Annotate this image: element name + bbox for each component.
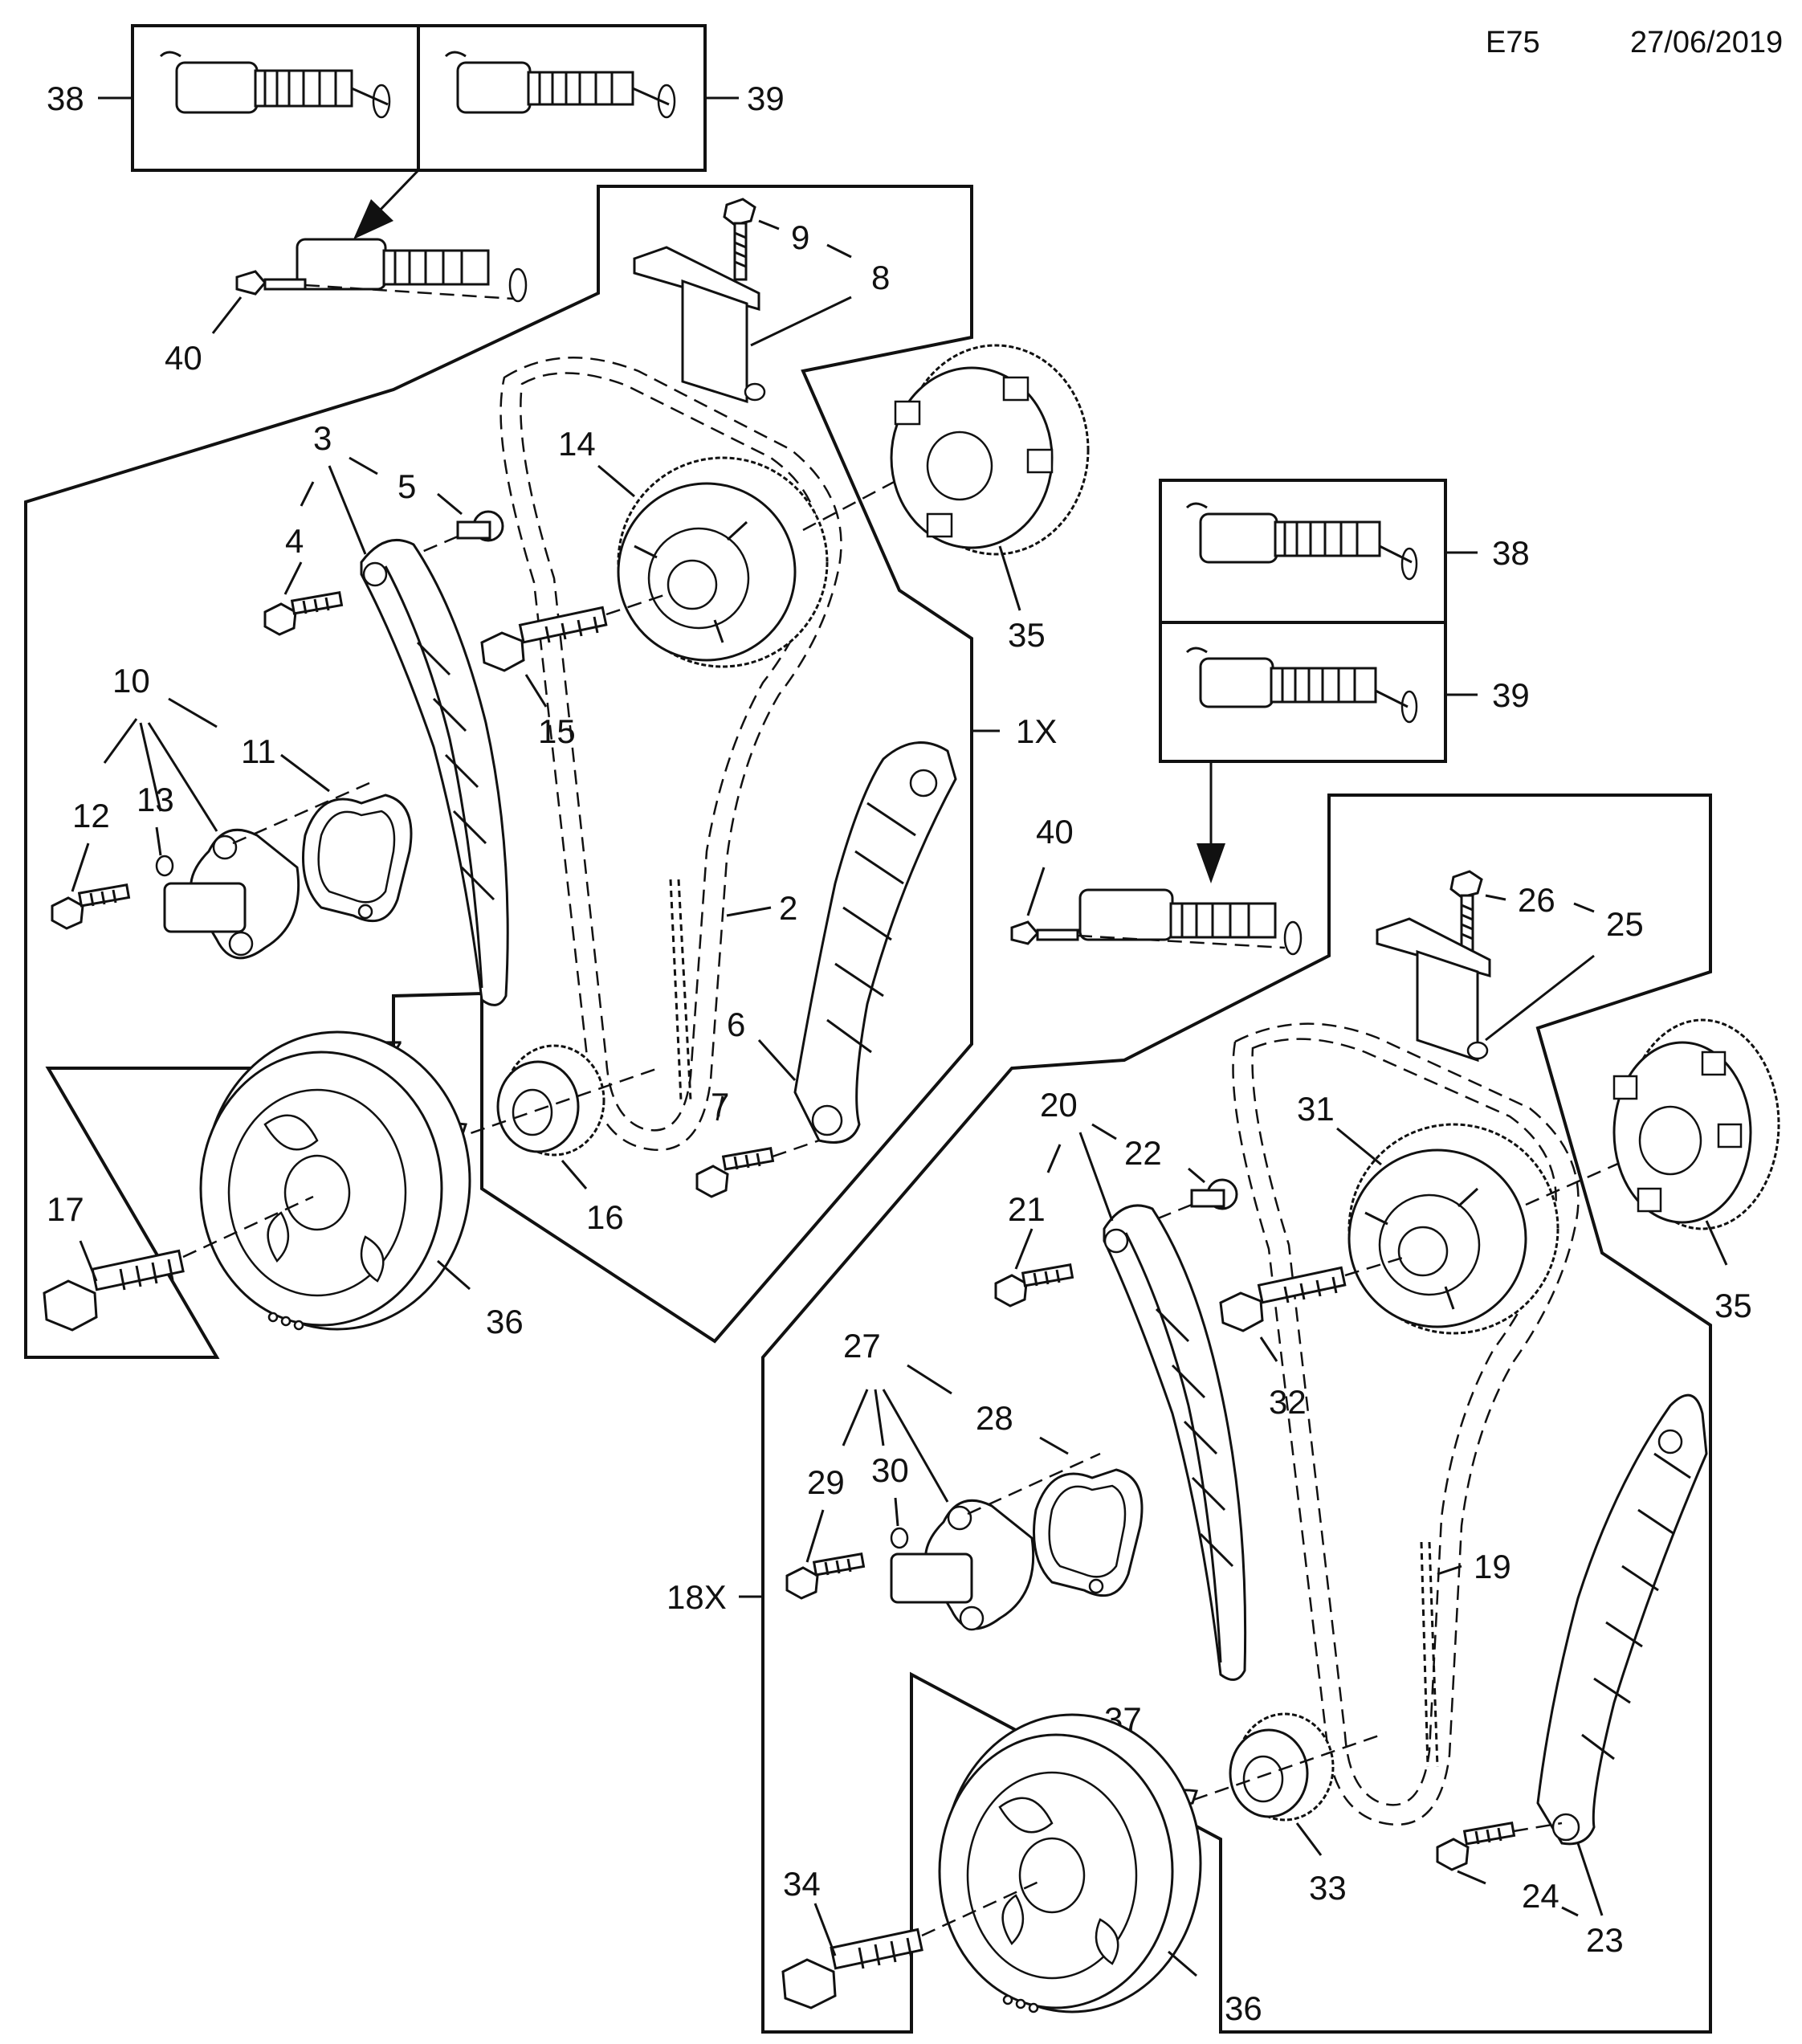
diagram-date: 27/06/2019 bbox=[1630, 26, 1783, 59]
callout-10: 10 bbox=[112, 662, 150, 700]
callout-17: 17 bbox=[47, 1190, 84, 1228]
callout-19: 19 bbox=[1474, 1548, 1511, 1585]
tensioner-10 bbox=[163, 781, 370, 960]
callout-32: 32 bbox=[1269, 1383, 1307, 1421]
callout-25: 25 bbox=[1606, 905, 1644, 943]
bolt-21 bbox=[994, 1263, 1074, 1308]
callout-22: 22 bbox=[1124, 1134, 1162, 1172]
cam-phaser-35-top bbox=[890, 344, 1090, 556]
callout-36-top: 36 bbox=[486, 1303, 524, 1340]
crank-sprocket-16 bbox=[449, 1044, 659, 1157]
timing-chain-18x bbox=[1232, 1022, 1580, 1826]
callout-12: 12 bbox=[72, 797, 110, 834]
callout-3: 3 bbox=[313, 419, 332, 457]
callout-6: 6 bbox=[727, 1006, 745, 1043]
variant-18x-frame bbox=[761, 794, 1712, 2034]
callout-36-right: 36 bbox=[1225, 1989, 1262, 2027]
callout-28: 28 bbox=[976, 1399, 1013, 1437]
callout-34: 34 bbox=[783, 1865, 821, 1903]
bolt-12 bbox=[51, 883, 131, 930]
callout-11: 11 bbox=[241, 732, 276, 770]
callout-21: 21 bbox=[1008, 1190, 1046, 1228]
callout-39-top: 39 bbox=[747, 80, 785, 117]
bolt-26 bbox=[1449, 870, 1483, 952]
callout-1x: 1X bbox=[1016, 712, 1057, 750]
bolt-24 bbox=[1436, 1821, 1563, 1871]
callout-33: 33 bbox=[1309, 1869, 1347, 1907]
bolt-7 bbox=[695, 1139, 820, 1198]
cam-sprocket-31 bbox=[1347, 1123, 1559, 1335]
callout-31: 31 bbox=[1297, 1090, 1335, 1128]
callout-38-top: 38 bbox=[47, 80, 84, 117]
cam-phaser-35-right bbox=[1612, 1018, 1780, 1230]
washer-30 bbox=[890, 1527, 909, 1549]
bracket-25 bbox=[1376, 917, 1491, 1063]
diagram-code: E75 bbox=[1486, 26, 1540, 59]
solenoid-variants-box-top bbox=[98, 24, 739, 172]
callout-38-right: 38 bbox=[1492, 534, 1530, 572]
crank-pulley-36-right bbox=[938, 1713, 1202, 2013]
callout-18x: 18X bbox=[667, 1578, 727, 1616]
arrow-right bbox=[1197, 761, 1225, 883]
tensioner-27 bbox=[890, 1452, 1101, 1631]
bolt-29 bbox=[785, 1552, 866, 1600]
callout-35-top: 35 bbox=[1008, 616, 1046, 654]
pin-22 bbox=[1131, 1178, 1238, 1230]
callout-35-right: 35 bbox=[1714, 1287, 1752, 1324]
callout-8: 8 bbox=[871, 259, 890, 296]
solenoid-valve-40-right bbox=[1010, 888, 1303, 956]
callout-23: 23 bbox=[1586, 1921, 1624, 1959]
arrow-top bbox=[353, 169, 420, 239]
callout-40-top: 40 bbox=[165, 339, 202, 377]
bolt-4 bbox=[263, 590, 344, 636]
callout-9: 9 bbox=[791, 218, 809, 256]
bolt-34 bbox=[781, 1878, 1045, 2009]
callout-24: 24 bbox=[1522, 1877, 1559, 1915]
washer-13 bbox=[155, 855, 174, 877]
callout-27: 27 bbox=[843, 1327, 881, 1365]
timing-chain-1x bbox=[499, 357, 842, 1152]
bracket-8 bbox=[633, 246, 766, 404]
bolt-9 bbox=[723, 198, 756, 281]
guide-rail-6 bbox=[793, 741, 957, 1144]
callout-16: 16 bbox=[586, 1198, 624, 1236]
callout-4: 4 bbox=[285, 522, 304, 560]
cam-sprocket-14 bbox=[617, 456, 829, 668]
callout-15: 15 bbox=[538, 712, 576, 750]
gasket-28 bbox=[1033, 1468, 1144, 1597]
callout-30: 30 bbox=[871, 1451, 909, 1489]
guide-rail-23 bbox=[1536, 1393, 1708, 1846]
solenoid-valve-38-right bbox=[1185, 502, 1418, 581]
solenoid-valve-39-top bbox=[444, 51, 676, 119]
callout-20: 20 bbox=[1040, 1086, 1078, 1124]
guide-rail-3 bbox=[360, 538, 509, 1006]
callout-26: 26 bbox=[1518, 881, 1555, 919]
solenoid-valve-38-top bbox=[159, 51, 391, 119]
callout-5: 5 bbox=[398, 467, 416, 505]
solenoid-valve-40-top bbox=[235, 238, 528, 303]
crank-sprocket-33 bbox=[1172, 1712, 1382, 1822]
solenoid-variants-box-right bbox=[1159, 479, 1478, 763]
crank-pulley-36-top bbox=[199, 1030, 471, 1331]
callout-39-right: 39 bbox=[1492, 676, 1530, 714]
gasket-11 bbox=[302, 794, 413, 923]
callout-14: 14 bbox=[558, 425, 596, 463]
callout-29: 29 bbox=[807, 1463, 845, 1501]
callout-13: 13 bbox=[137, 781, 174, 818]
callout-2: 2 bbox=[779, 889, 797, 927]
solenoid-valve-39-right bbox=[1185, 647, 1418, 724]
guide-rail-20 bbox=[1103, 1204, 1247, 1681]
bolt-15 bbox=[480, 593, 667, 672]
callout-40-right: 40 bbox=[1036, 813, 1074, 851]
bolt-32 bbox=[1219, 1255, 1406, 1332]
callout-7: 7 bbox=[711, 1086, 729, 1124]
